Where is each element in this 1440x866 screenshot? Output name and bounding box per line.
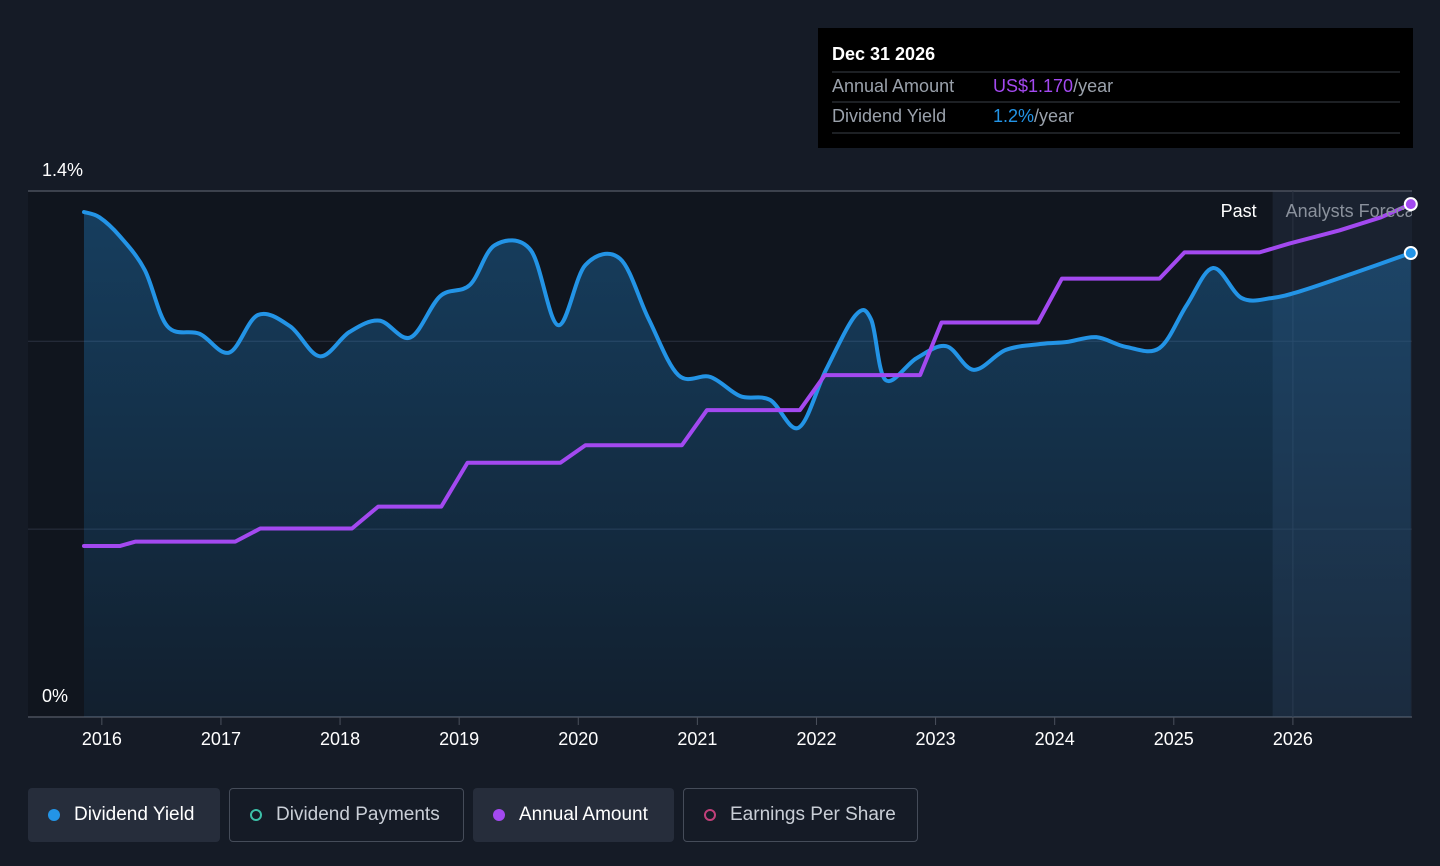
tooltip-unit: /year <box>1034 106 1074 126</box>
tooltip-amount: US$1.170 <box>993 76 1073 96</box>
legend-item[interactable]: Earnings Per Share <box>683 788 918 842</box>
legend-item[interactable]: Annual Amount <box>473 788 674 842</box>
x-tick-label: 2023 <box>916 729 956 749</box>
legend-marker <box>493 809 505 821</box>
tooltip-unit: /year <box>1073 76 1113 96</box>
legend-label: Earnings Per Share <box>730 804 896 826</box>
x-tick-label: 2017 <box>201 729 241 749</box>
end-marker <box>1405 247 1417 259</box>
y-tick-label: 0% <box>42 686 68 706</box>
tooltip-amount: 1.2% <box>993 106 1034 126</box>
y-tick-label: 1.4% <box>42 160 83 180</box>
legend-label: Annual Amount <box>519 804 648 826</box>
legend-marker <box>48 809 60 821</box>
tooltip-title: Dec 31 2026 <box>832 44 935 64</box>
x-tick-label: 2021 <box>677 729 717 749</box>
legend-item[interactable]: Dividend Payments <box>229 788 464 842</box>
legend-label: Dividend Payments <box>276 804 440 826</box>
x-tick-label: 2020 <box>558 729 598 749</box>
legend-item[interactable]: Dividend Yield <box>28 788 220 842</box>
x-tick-label: 2016 <box>82 729 122 749</box>
legend-marker <box>250 809 262 821</box>
legend-marker <box>704 809 716 821</box>
tooltip-value: 1.2%/year <box>993 106 1074 126</box>
x-tick-label: 2022 <box>796 729 836 749</box>
x-tick-label: 2025 <box>1154 729 1194 749</box>
x-tick-label: 2024 <box>1035 729 1075 749</box>
tooltip-label: Annual Amount <box>832 76 954 96</box>
past-label: Past <box>1221 201 1257 221</box>
x-tick-label: 2026 <box>1273 729 1313 749</box>
tooltip-value: US$1.170/year <box>993 76 1113 96</box>
legend-label: Dividend Yield <box>74 804 194 826</box>
x-tick-label: 2019 <box>439 729 479 749</box>
tooltip-label: Dividend Yield <box>832 106 946 126</box>
x-tick-label: 2018 <box>320 729 360 749</box>
end-marker <box>1405 198 1417 210</box>
